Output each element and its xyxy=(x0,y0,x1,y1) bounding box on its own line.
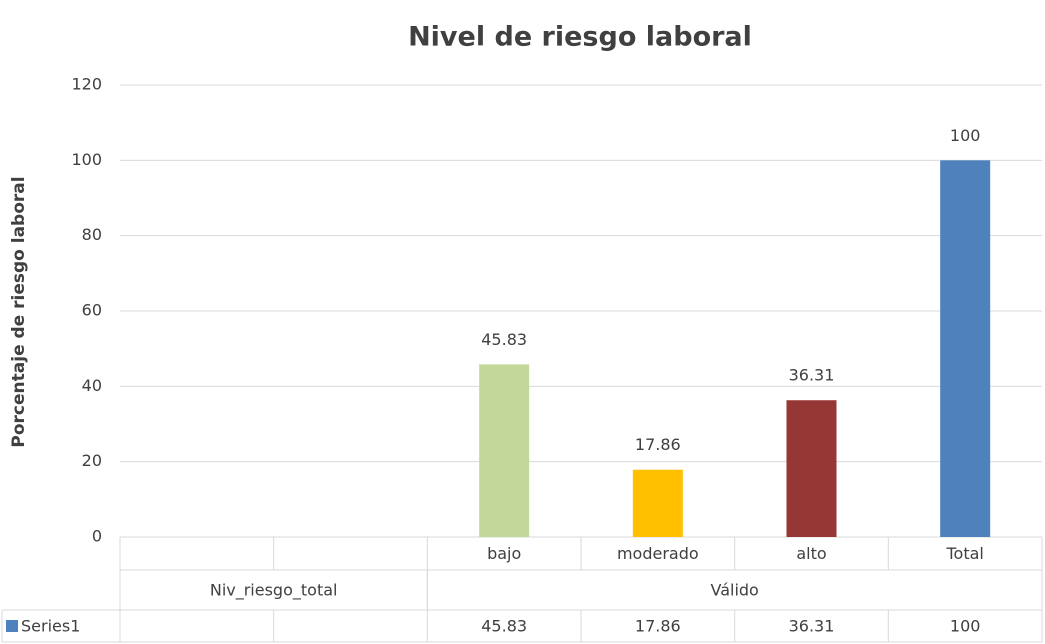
group-label: Niv_riesgo_total xyxy=(210,581,338,601)
chart-title: Nivel de riesgo laboral xyxy=(408,22,752,53)
data-table-value: 36.31 xyxy=(789,617,835,636)
data-label: 45.83 xyxy=(481,330,527,349)
data-table-value: 17.86 xyxy=(635,617,681,636)
bar xyxy=(479,364,530,537)
data-table-value: 45.83 xyxy=(481,617,527,636)
bar xyxy=(786,400,837,537)
y-tick-label: 60 xyxy=(82,301,102,320)
data-label: 36.31 xyxy=(789,366,835,385)
y-axis-label: Porcentaje de riesgo laboral xyxy=(9,176,29,447)
y-tick-label: 0 xyxy=(92,527,102,546)
x-tick-label: moderado xyxy=(617,544,699,563)
bar xyxy=(940,160,991,538)
y-tick-label: 80 xyxy=(82,225,102,244)
x-tick-label: Total xyxy=(945,544,983,563)
bar xyxy=(632,469,683,537)
data-label: 17.86 xyxy=(635,435,681,454)
y-tick-label: 100 xyxy=(71,150,102,169)
legend-key xyxy=(6,620,18,632)
data-label: 100 xyxy=(950,126,981,145)
x-tick-label: alto xyxy=(796,544,826,563)
x-tick-label: bajo xyxy=(487,544,521,563)
data-table-value: 100 xyxy=(950,617,981,636)
y-tick-label: 40 xyxy=(82,376,102,395)
y-tick-label: 120 xyxy=(71,75,102,94)
legend-label: Series1 xyxy=(21,617,80,636)
group-label: Válido xyxy=(710,581,758,600)
y-tick-label: 20 xyxy=(82,451,102,470)
